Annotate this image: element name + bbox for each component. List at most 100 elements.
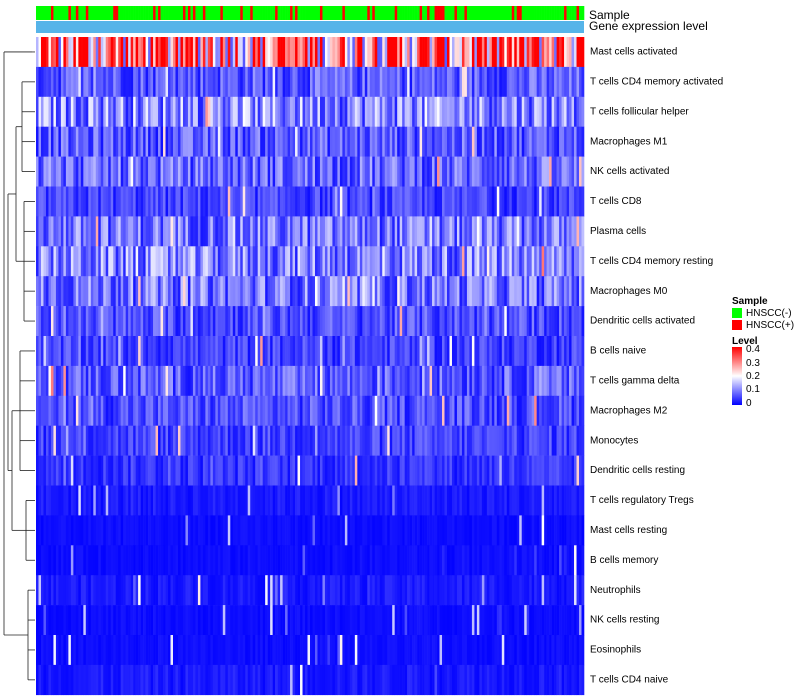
heatmap-cell <box>317 156 321 187</box>
heatmap-cell <box>357 246 361 277</box>
heatmap-cell <box>509 485 513 516</box>
heatmap-cell <box>337 365 341 397</box>
heatmap-cell <box>202 96 206 127</box>
heatmap-cell <box>344 545 348 576</box>
heatmap-cell <box>369 96 373 127</box>
heatmap-cell <box>449 216 453 247</box>
heatmap-cell <box>312 216 316 247</box>
heatmap-cell <box>285 455 288 486</box>
heatmap-cell <box>245 575 249 606</box>
heatmap-cell <box>295 395 298 426</box>
heatmap-cell <box>302 485 306 516</box>
heatmap-cell <box>158 365 161 397</box>
heatmap-cell <box>210 605 214 636</box>
heatmap-cell <box>531 336 535 367</box>
heatmap-cell <box>225 635 229 666</box>
heatmap-cell <box>444 485 448 516</box>
heatmap-cell <box>70 276 74 307</box>
heatmap-cell <box>432 216 435 247</box>
heatmap-cell <box>404 515 408 546</box>
heatmap-cell <box>581 306 585 337</box>
heatmap-cell <box>559 605 562 636</box>
heatmap-cell <box>402 575 405 606</box>
heatmap-cell <box>230 336 234 367</box>
heatmap-cell <box>534 216 537 247</box>
heatmap-cell <box>163 96 166 127</box>
heatmap-cell <box>442 66 445 98</box>
heatmap-cell <box>280 395 283 426</box>
heatmap-cell <box>100 336 104 367</box>
heatmap-cell <box>439 605 443 636</box>
heatmap-cell <box>379 485 383 516</box>
heatmap-cell <box>571 336 575 367</box>
heatmap-cell <box>182 156 186 187</box>
heatmap-cell <box>125 365 129 397</box>
heatmap-cell <box>98 485 102 516</box>
heatmap-cell <box>230 365 234 397</box>
heatmap-cell <box>128 126 131 157</box>
sample-cell <box>282 6 286 20</box>
heatmap-cell <box>449 425 453 456</box>
heatmap-cell <box>447 515 450 546</box>
heatmap-cell <box>534 635 537 666</box>
heatmap-cell <box>195 664 199 696</box>
heatmap-cell <box>479 395 483 426</box>
heatmap-cell <box>442 306 445 337</box>
heatmap-cell <box>496 66 500 98</box>
heatmap-cell <box>514 126 518 157</box>
heatmap-cell <box>377 96 381 127</box>
heatmap-cell <box>175 635 179 666</box>
heatmap-cell <box>479 635 483 666</box>
heatmap-cell <box>349 545 353 576</box>
heatmap-cell <box>392 545 395 576</box>
heatmap-cell <box>270 126 273 157</box>
heatmap-cell <box>295 276 298 307</box>
heatmap-cell <box>247 96 251 127</box>
heatmap-cell <box>98 425 102 456</box>
heatmap-cell <box>110 126 114 157</box>
heatmap-cell <box>387 216 391 247</box>
heatmap-cell <box>559 126 562 157</box>
heatmap-cell <box>402 336 405 367</box>
heatmap-cell <box>359 635 363 666</box>
sample-cell <box>160 6 164 20</box>
heatmap-cell <box>120 66 124 98</box>
heatmap-cell <box>158 605 161 636</box>
heatmap-cell <box>160 336 164 367</box>
heatmap-cell <box>342 545 346 576</box>
sample-cell <box>63 6 67 20</box>
heatmap-cell <box>434 37 438 68</box>
heatmap-cell <box>88 515 92 546</box>
heatmap-cell <box>100 156 104 187</box>
heatmap-cell <box>43 126 47 157</box>
heatmap-cell <box>45 664 49 696</box>
heatmap-cell <box>534 246 537 277</box>
heatmap-cell <box>536 425 540 456</box>
heatmap-cell <box>571 605 575 636</box>
heatmap-cell <box>337 485 341 516</box>
heatmap-cell <box>75 246 79 277</box>
heatmap-cell <box>471 575 475 606</box>
heatmap-cell <box>170 216 174 247</box>
heatmap-cell <box>95 425 99 456</box>
heatmap-cell <box>227 575 231 606</box>
heatmap-cell <box>427 575 430 606</box>
heatmap-cell <box>182 306 186 337</box>
heatmap-cell <box>412 276 415 307</box>
heatmap-cell <box>113 545 117 576</box>
heatmap-cell <box>120 276 124 307</box>
sample-cell <box>287 6 291 20</box>
heatmap-cell <box>519 365 523 397</box>
heatmap-cell <box>175 605 179 636</box>
heatmap-cell <box>404 455 408 486</box>
heatmap-cell <box>257 306 261 337</box>
heatmap-cell <box>292 126 296 157</box>
heatmap-cell <box>297 246 301 277</box>
heatmap-cell <box>317 575 321 606</box>
heatmap-cell <box>357 395 361 426</box>
heatmap-cell <box>379 276 383 307</box>
heatmap-cell <box>491 96 495 127</box>
heatmap-cell <box>392 365 395 397</box>
heatmap-cell <box>402 635 405 666</box>
heatmap-cell <box>63 605 67 636</box>
